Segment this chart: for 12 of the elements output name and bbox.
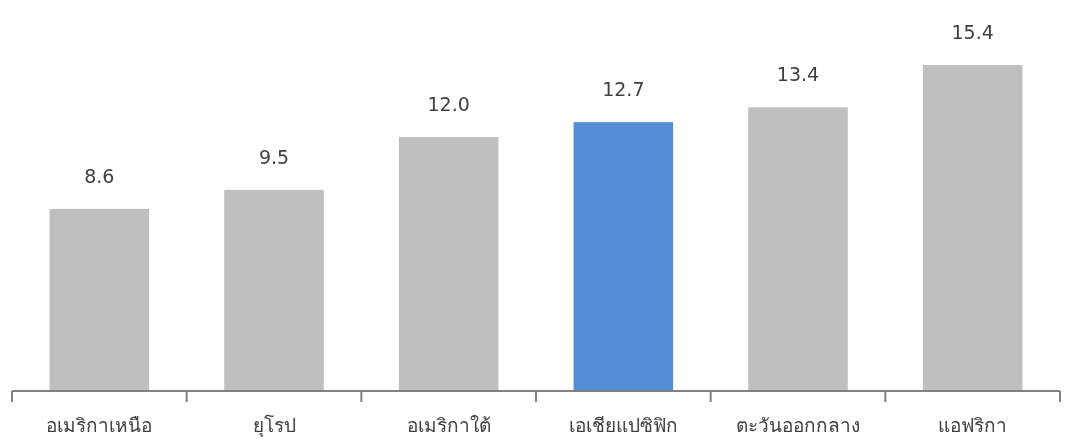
data-label: 12.7 (602, 78, 645, 101)
x-tick-label: เอเชียแปซิฟิก (568, 414, 678, 436)
x-tick-label: แอฟริกา (938, 414, 1008, 436)
x-tick-label: อเมริกาเหนือ (46, 414, 153, 436)
data-label: 9.5 (258, 145, 290, 168)
data-label: 13.4 (776, 63, 820, 86)
x-tick-label: อเมริกาใต้ (406, 414, 491, 436)
data-label: 8.6 (84, 164, 115, 187)
data-label: 12.0 (427, 92, 470, 115)
data-label: 15.4 (951, 21, 994, 43)
x-tick-label: ยุโรป (252, 414, 296, 438)
x-tick-label: ตะวันออกกลาง (736, 414, 860, 436)
